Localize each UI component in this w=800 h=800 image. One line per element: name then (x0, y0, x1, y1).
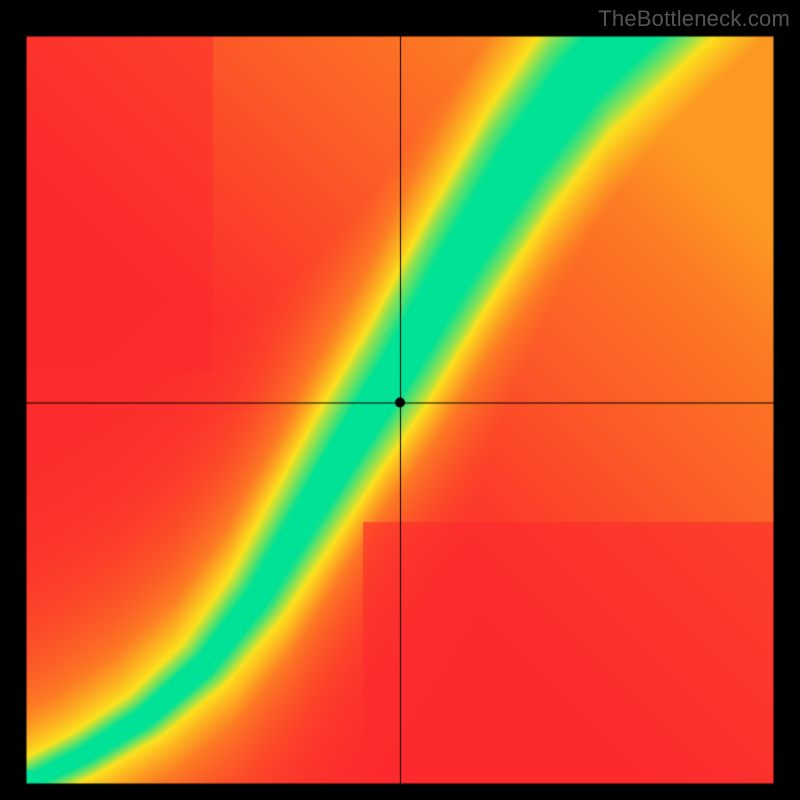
watermark-text: TheBottleneck.com (598, 6, 790, 32)
bottleneck-heatmap (0, 0, 800, 800)
chart-container: TheBottleneck.com (0, 0, 800, 800)
